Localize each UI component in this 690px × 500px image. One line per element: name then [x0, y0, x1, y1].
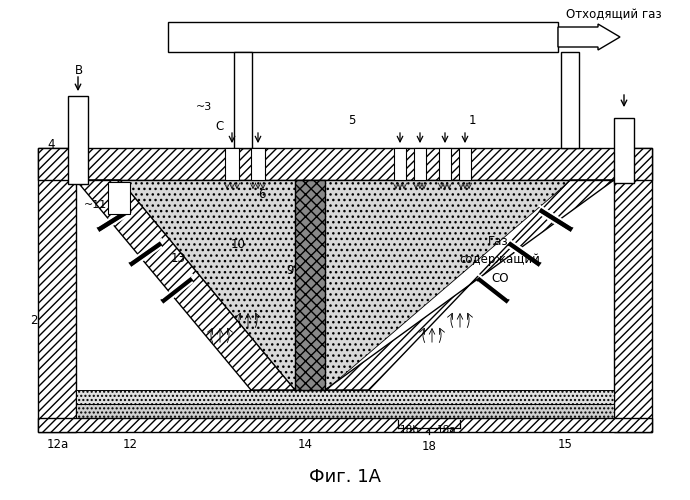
Bar	[38, 418, 652, 432]
Text: ~3: ~3	[196, 102, 213, 112]
Text: 14: 14	[297, 438, 313, 452]
Bar	[561, 52, 579, 148]
Bar	[76, 404, 614, 418]
Bar	[38, 148, 652, 180]
Text: Газ,
содержащий
СО: Газ, содержащий СО	[460, 236, 540, 284]
Text: 10: 10	[230, 238, 246, 252]
Text: B: B	[75, 64, 83, 76]
Bar	[225, 148, 239, 180]
Bar	[38, 148, 76, 432]
Bar	[614, 148, 652, 432]
Text: Отходящий газ: Отходящий газ	[566, 8, 662, 22]
Text: 12a: 12a	[47, 438, 69, 452]
Bar	[68, 96, 88, 184]
Polygon shape	[325, 180, 614, 390]
Text: 4: 4	[48, 138, 55, 151]
Text: 18a: 18a	[437, 425, 457, 435]
Text: 2: 2	[30, 314, 38, 326]
Bar	[439, 148, 451, 180]
Text: 1: 1	[469, 114, 475, 126]
Text: 5: 5	[348, 114, 355, 126]
Text: ~11: ~11	[83, 200, 107, 210]
Bar	[108, 182, 130, 214]
Polygon shape	[325, 180, 570, 390]
Bar	[168, 22, 558, 52]
Text: 13: 13	[170, 252, 186, 264]
Bar	[251, 148, 265, 180]
Text: 9: 9	[286, 264, 294, 276]
Bar	[614, 118, 634, 183]
Text: 12: 12	[123, 438, 137, 452]
Polygon shape	[120, 180, 295, 390]
Text: С: С	[216, 120, 224, 134]
Bar	[295, 180, 325, 390]
Bar	[459, 148, 471, 180]
Text: Фиг. 1А: Фиг. 1А	[309, 468, 381, 486]
Polygon shape	[76, 180, 295, 390]
Bar	[394, 148, 406, 180]
Bar	[76, 390, 614, 404]
Text: 18: 18	[422, 440, 437, 454]
Bar	[414, 148, 426, 180]
Bar	[234, 52, 252, 148]
FancyArrow shape	[558, 24, 620, 50]
Text: 15: 15	[558, 438, 573, 452]
Text: 6: 6	[258, 188, 266, 202]
Text: 18b: 18b	[400, 425, 420, 435]
